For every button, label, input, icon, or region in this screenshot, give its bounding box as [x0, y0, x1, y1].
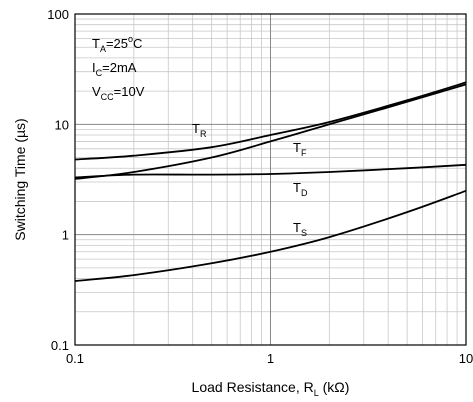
x-tick-label: 10 [459, 351, 473, 366]
series-line-t-f [74, 83, 467, 180]
x-tick-label: 0.1 [66, 351, 84, 366]
grid [75, 14, 466, 345]
x-axis-label: Load Resistance, RL (kΩ) [192, 379, 350, 398]
series-line-t-s [74, 189, 467, 282]
y-tick-label: 0.1 [51, 338, 69, 353]
x-tick-label: 1 [267, 351, 274, 366]
series-label-t-d: TD [293, 180, 308, 198]
condition-line: IC=2mA [92, 60, 137, 78]
y-tick-label: 10 [55, 117, 69, 132]
y-axis-label: Switching Time (µs) [12, 118, 28, 240]
series-label-t-s: TS [293, 220, 307, 238]
y-tick-label: 100 [47, 7, 69, 22]
condition-line: TA=25oC [92, 34, 142, 54]
y-tick-label: 1 [62, 228, 69, 243]
series-labels: TR TF TD TS [192, 121, 308, 238]
series-lines [74, 81, 467, 282]
series-label-t-f: TF [293, 140, 307, 158]
series-line-t-r [74, 81, 467, 161]
series-label-t-r: TR [192, 121, 207, 139]
series-line-t-d [74, 163, 467, 179]
conditions-block: TA=25oC IC=2mA VCC=10V [92, 34, 145, 102]
condition-line: VCC=10V [92, 84, 145, 102]
tick-labels: 0.1 1 10 0.1 1 10 100 [47, 7, 473, 366]
plot-frame [74, 13, 467, 346]
